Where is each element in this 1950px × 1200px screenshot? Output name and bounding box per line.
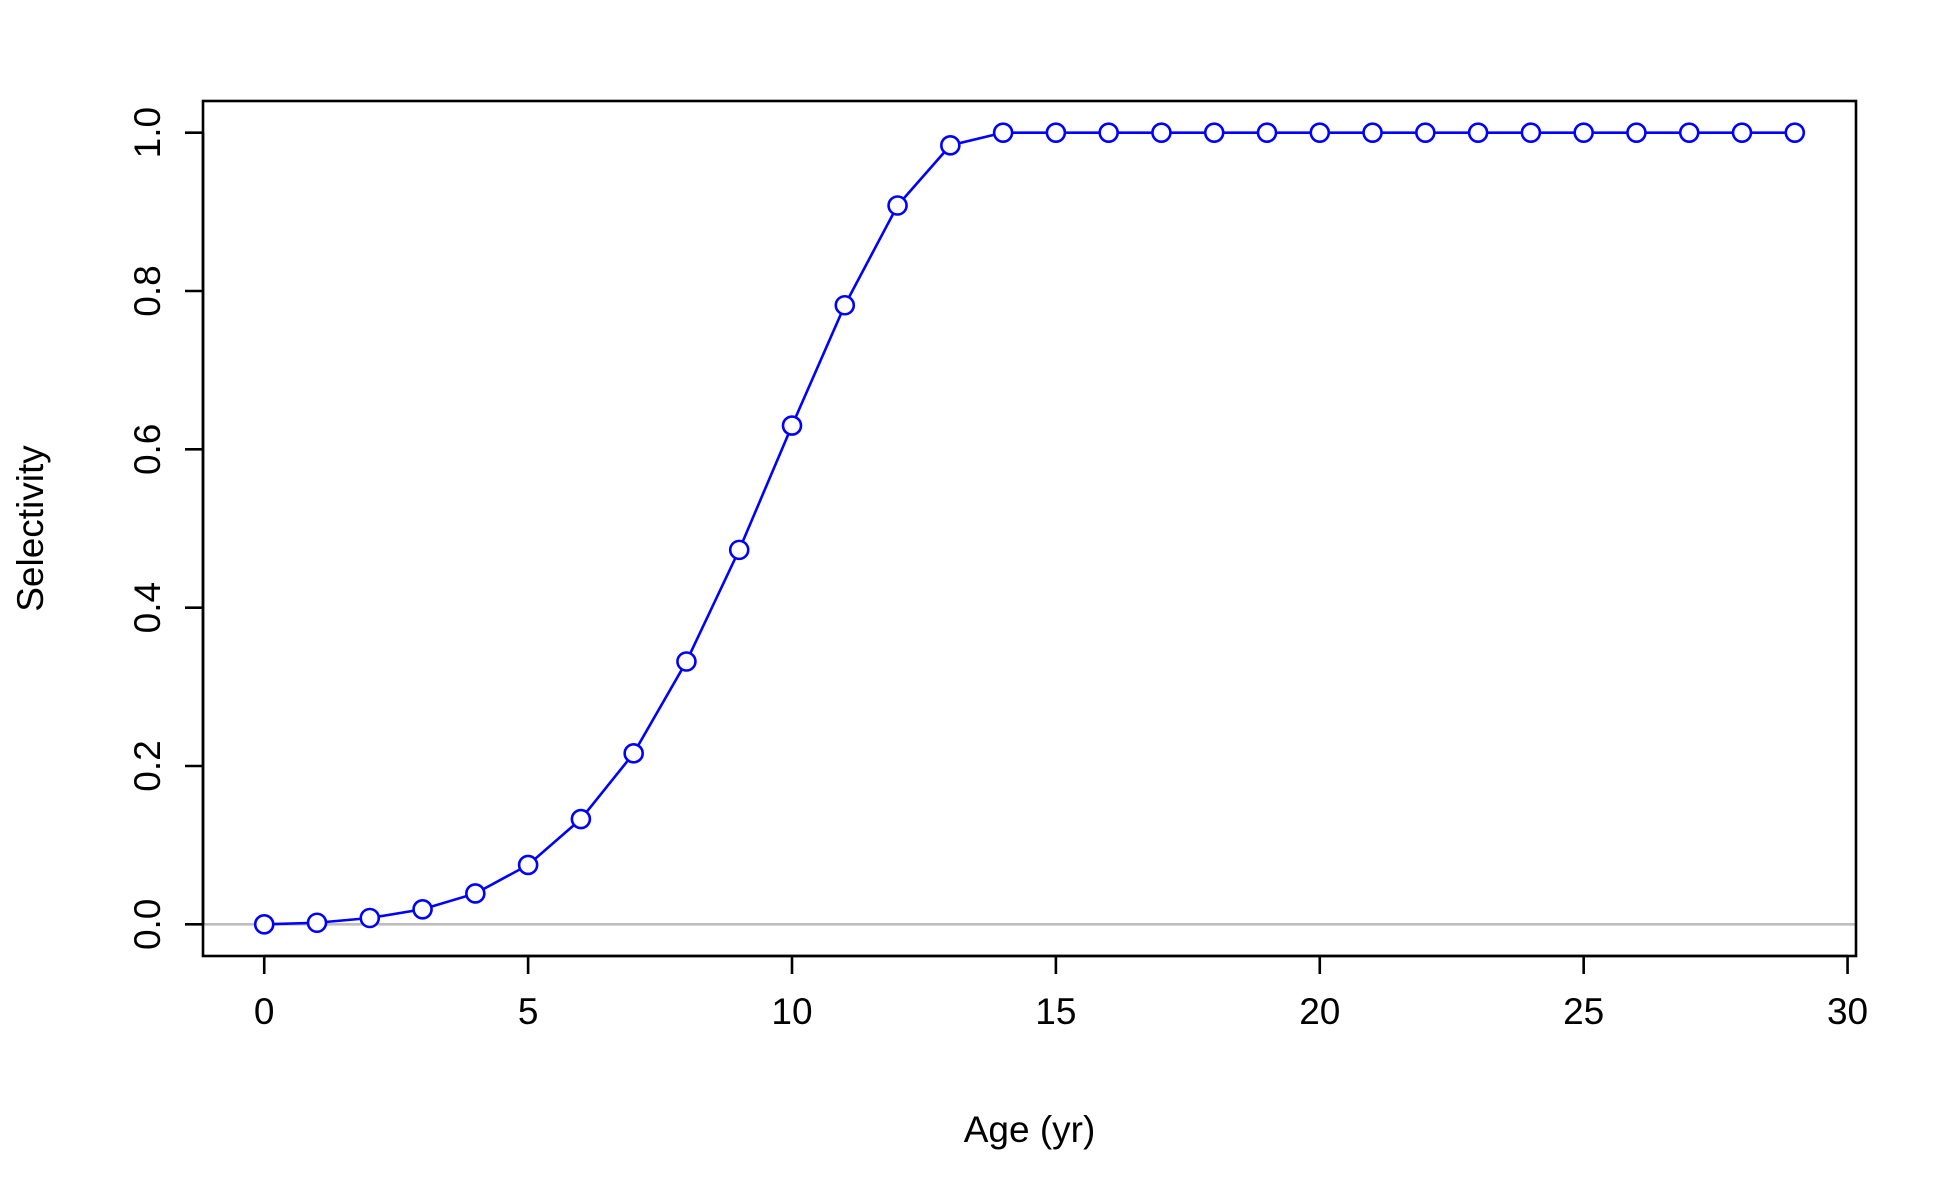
data-point [1309,122,1331,143]
x-tick-label: 10 [771,991,812,1032]
y-tick-label: 0.0 [127,899,168,950]
data-point [570,808,592,830]
x-tick-label: 15 [1035,991,1076,1032]
data-point [1362,122,1383,143]
y-tick-label: 0.4 [127,582,168,633]
x-tick-label: 25 [1563,991,1604,1032]
x-tick-label: 20 [1299,991,1340,1032]
data-point [1098,122,1119,143]
y-axis: 0.0 0.2 0.4 0.6 0.8 1.0 [127,107,205,950]
data-point [728,539,750,561]
data-point [1415,122,1436,143]
data-point [940,135,961,156]
data-point [1151,122,1172,143]
data-point [1731,122,1753,143]
data-point [1626,122,1647,143]
x-axis-title: Age (yr) [964,1109,1096,1150]
data-point [834,294,856,316]
y-tick-label: 0.2 [127,740,168,791]
data-point [253,914,275,935]
data-point [676,651,697,672]
data-point [1573,122,1594,143]
x-tick-label: 30 [1827,991,1868,1032]
data-point [1203,122,1225,143]
data-point [992,122,1014,143]
data-point [306,912,328,934]
data-point [1784,122,1806,143]
y-tick-label: 0.8 [127,265,168,316]
data-point [465,883,486,904]
y-tick-label: 1.0 [127,107,168,158]
data-point [1520,122,1542,143]
data-point [781,415,803,436]
data-point [359,907,381,929]
data-point [1045,122,1067,143]
data-point [1256,122,1278,143]
data-point [412,898,433,920]
data-point [517,854,539,876]
y-axis-title: Selectivity [10,445,51,612]
data-point [887,195,908,216]
x-tick-label: 0 [254,991,275,1032]
data-point [623,743,644,764]
x-tick-label: 5 [518,991,539,1032]
data-point [1678,122,1700,143]
data-point [1467,122,1489,143]
x-axis: 0 5 10 15 20 25 30 [254,954,1868,1032]
series-layer [253,122,1806,935]
y-tick-label: 0.6 [127,424,168,475]
